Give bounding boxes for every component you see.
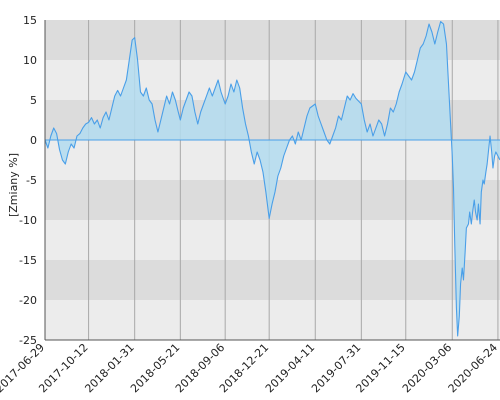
background-band bbox=[45, 220, 500, 260]
area-layer bbox=[44, 21, 500, 337]
axes bbox=[44, 20, 500, 341]
y-tick-label: -25 bbox=[19, 334, 37, 347]
series-area-fill bbox=[45, 21, 500, 336]
background-band bbox=[45, 260, 500, 300]
x-tick-label: 2020-06-24 bbox=[446, 341, 500, 395]
background-band bbox=[45, 300, 500, 340]
y-tick-labels: 15 10 5 0 -5 -10 -15 -20 -25 bbox=[19, 14, 37, 347]
y-tick-label: -5 bbox=[26, 174, 37, 187]
y-tick-label: -20 bbox=[19, 294, 37, 307]
y-tick-label: 0 bbox=[30, 134, 37, 147]
y-tick-label: 15 bbox=[23, 14, 37, 27]
x-tick-labels: 2017-06-292017-10-122018-01-312018-05-21… bbox=[0, 341, 500, 395]
y-tick-label: 10 bbox=[23, 54, 37, 67]
y-tick-label: 5 bbox=[30, 94, 37, 107]
y-axis-label: [Zmiany %] bbox=[7, 153, 20, 217]
y-tick-label: -15 bbox=[19, 254, 37, 267]
series-line bbox=[44, 21, 500, 337]
y-tick-label: -10 bbox=[19, 214, 37, 227]
